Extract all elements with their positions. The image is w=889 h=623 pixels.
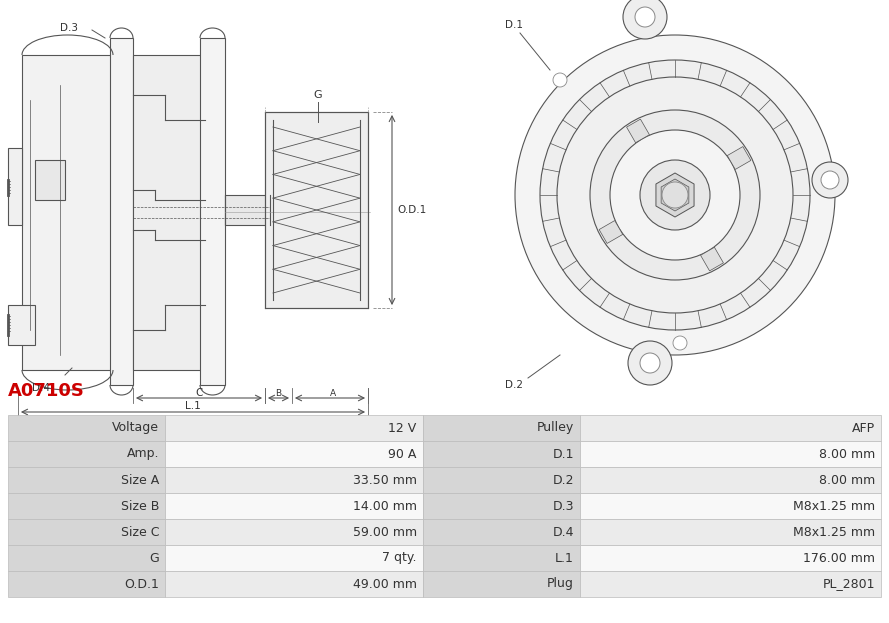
Text: 8.00 mm: 8.00 mm — [819, 447, 875, 460]
Text: 90 A: 90 A — [388, 447, 417, 460]
Circle shape — [557, 77, 793, 313]
Bar — [422, 493, 580, 519]
Text: 8.00 mm: 8.00 mm — [819, 473, 875, 487]
Text: 49.00 mm: 49.00 mm — [353, 578, 417, 591]
Bar — [200, 38, 225, 385]
Bar — [165, 415, 422, 441]
Circle shape — [590, 110, 760, 280]
Bar — [8, 148, 22, 225]
Text: G: G — [149, 551, 159, 564]
Text: Amp.: Amp. — [126, 447, 159, 460]
Circle shape — [610, 130, 740, 260]
Bar — [165, 467, 422, 493]
Text: AFP: AFP — [852, 422, 875, 434]
Text: 7 qty.: 7 qty. — [382, 551, 417, 564]
Text: G: G — [314, 90, 323, 100]
Bar — [8, 571, 165, 597]
Bar — [165, 571, 422, 597]
Text: A: A — [330, 389, 336, 397]
Text: 59.00 mm: 59.00 mm — [353, 525, 417, 538]
Bar — [422, 545, 580, 571]
Text: D.2: D.2 — [505, 380, 523, 390]
Circle shape — [515, 35, 835, 355]
Polygon shape — [701, 247, 724, 271]
Bar — [422, 415, 580, 441]
Text: 33.50 mm: 33.50 mm — [353, 473, 417, 487]
Bar — [422, 441, 580, 467]
Text: M8x1.25 mm: M8x1.25 mm — [793, 500, 875, 513]
Bar — [580, 467, 881, 493]
Text: Pulley: Pulley — [537, 422, 573, 434]
Text: 176.00 mm: 176.00 mm — [803, 551, 875, 564]
Bar — [8, 305, 35, 345]
Bar — [580, 415, 881, 441]
Text: 12 V: 12 V — [388, 422, 417, 434]
Circle shape — [540, 60, 810, 330]
Text: A0710S: A0710S — [8, 382, 84, 400]
Bar — [225, 195, 270, 225]
Bar — [580, 571, 881, 597]
Bar — [580, 493, 881, 519]
Bar — [8, 415, 165, 441]
Text: L.1: L.1 — [555, 551, 573, 564]
Text: Size B: Size B — [121, 500, 159, 513]
Text: D.2: D.2 — [552, 473, 573, 487]
Text: Size A: Size A — [121, 473, 159, 487]
Circle shape — [673, 336, 687, 350]
Bar — [265, 112, 368, 308]
Bar — [422, 571, 580, 597]
Text: D.1: D.1 — [552, 447, 573, 460]
Circle shape — [640, 353, 660, 373]
Polygon shape — [599, 221, 622, 244]
Text: D.3: D.3 — [552, 500, 573, 513]
Bar — [35, 160, 65, 200]
Bar — [133, 55, 205, 370]
Bar — [165, 545, 422, 571]
Text: D.3: D.3 — [60, 23, 78, 33]
Text: B: B — [275, 389, 281, 397]
Text: D.4: D.4 — [32, 383, 50, 393]
Text: PL_2801: PL_2801 — [822, 578, 875, 591]
Circle shape — [628, 341, 672, 385]
Text: Voltage: Voltage — [112, 422, 159, 434]
Bar — [22, 55, 113, 370]
Circle shape — [623, 0, 667, 39]
Bar — [165, 519, 422, 545]
Circle shape — [662, 182, 688, 208]
Bar — [110, 38, 133, 385]
Polygon shape — [727, 146, 751, 169]
Text: D.4: D.4 — [552, 525, 573, 538]
Circle shape — [553, 73, 567, 87]
Circle shape — [821, 171, 839, 189]
Polygon shape — [627, 119, 650, 143]
Text: O.D.1: O.D.1 — [397, 205, 426, 215]
Bar — [8, 493, 165, 519]
Bar — [580, 519, 881, 545]
Text: Plug: Plug — [547, 578, 573, 591]
Bar — [8, 519, 165, 545]
Text: O.D.1: O.D.1 — [124, 578, 159, 591]
Bar — [8, 441, 165, 467]
Bar — [165, 441, 422, 467]
Bar — [580, 545, 881, 571]
Text: C: C — [196, 388, 203, 398]
Polygon shape — [656, 173, 694, 217]
Bar — [422, 519, 580, 545]
Bar — [8, 545, 165, 571]
Circle shape — [635, 7, 655, 27]
Circle shape — [640, 160, 710, 230]
Bar — [422, 467, 580, 493]
Bar — [8, 467, 165, 493]
Text: Size C: Size C — [121, 525, 159, 538]
Bar — [165, 493, 422, 519]
Text: 14.00 mm: 14.00 mm — [353, 500, 417, 513]
Circle shape — [812, 162, 848, 198]
Text: D.1: D.1 — [505, 20, 523, 30]
Polygon shape — [661, 179, 689, 211]
Bar — [580, 441, 881, 467]
Text: M8x1.25 mm: M8x1.25 mm — [793, 525, 875, 538]
Text: L.1: L.1 — [185, 401, 201, 411]
